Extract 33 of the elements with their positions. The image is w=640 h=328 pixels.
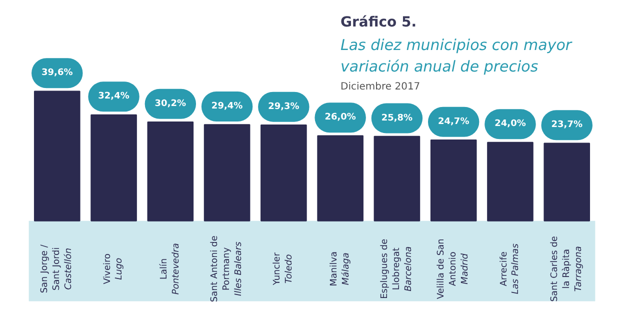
bar: [34, 90, 80, 222]
data-label: 26,0%: [324, 112, 356, 123]
bar: [374, 136, 420, 222]
data-label: 24,7%: [438, 116, 470, 127]
x-tick-label: Viveiro Lugo: [102, 252, 125, 284]
bar: [487, 142, 534, 222]
data-label: 39,6%: [42, 68, 73, 78]
bar: [204, 124, 250, 222]
bar: [90, 114, 137, 222]
x-tick-label: Velilla de San Antonio Madrid: [436, 238, 470, 300]
data-label: 29,4%: [211, 101, 243, 112]
bar: [147, 122, 194, 222]
x-tick-label: Sant Carles de la Ràpita Tarragona: [550, 236, 584, 302]
bar: [317, 135, 364, 222]
x-tick-label: Esplugues de Llobregat Barcelona: [380, 238, 414, 299]
bar: [260, 124, 307, 222]
x-tick-label: San Jorge / Sant Jordi Castellón: [40, 244, 74, 294]
chart-title: Gráfico 5.: [340, 14, 417, 30]
data-label: 32,4%: [98, 92, 130, 102]
x-tick-label: Lalín Pontevedra: [158, 243, 182, 295]
data-label: 29,3%: [268, 102, 300, 112]
data-label: 25,8%: [381, 113, 413, 124]
data-label: 30,2%: [154, 98, 186, 109]
x-tick-label: Yuncler Toledo: [272, 252, 295, 286]
x-tick-label: Sant Antoni de Portmany Illes Balears: [210, 235, 244, 302]
x-tick-label: Arrecife Las Palmas: [499, 243, 522, 294]
bar: [430, 140, 477, 222]
bar: [544, 142, 590, 222]
chart-subtitle: Las diez municipios con mayor variación anual de precios: [340, 36, 572, 76]
data-label: 23,7%: [551, 120, 582, 130]
annotation: Diciembre 2017: [340, 82, 420, 92]
x-tick-label: Manilva Málaga: [329, 251, 352, 286]
data-label: 24,0%: [494, 119, 526, 130]
